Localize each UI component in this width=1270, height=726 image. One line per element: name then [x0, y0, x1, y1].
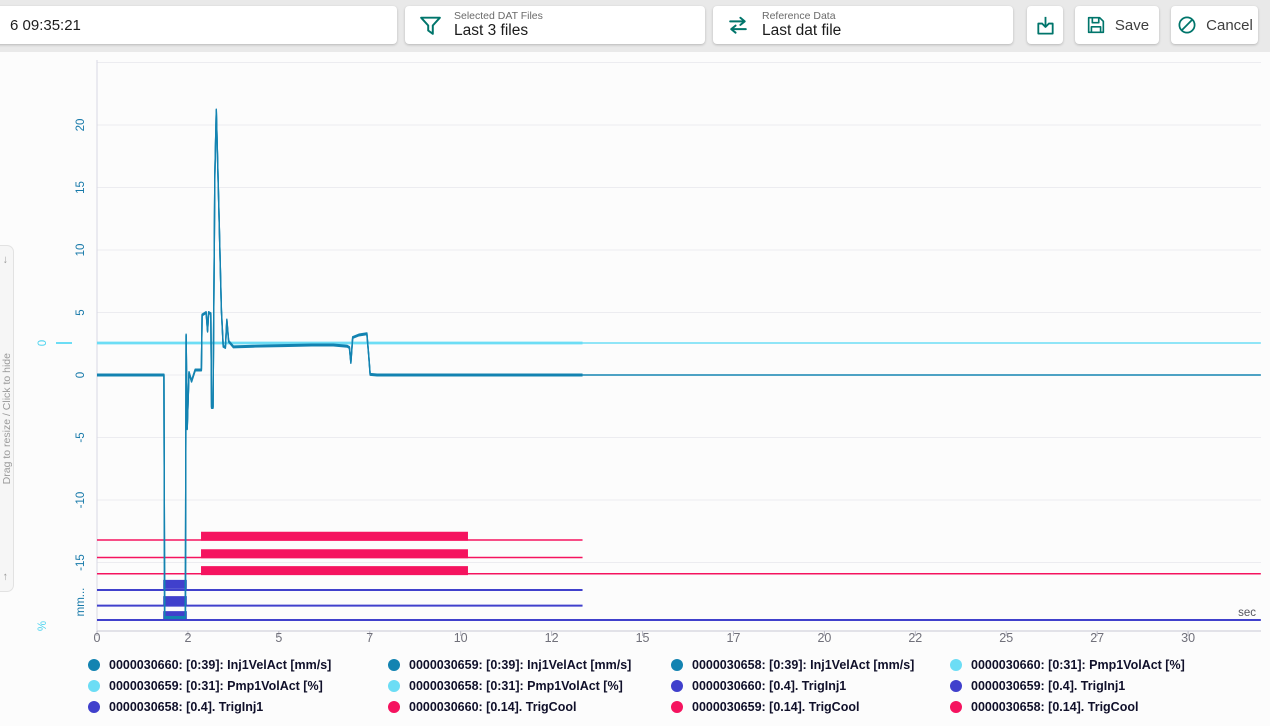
- legend-color-dot: [388, 700, 400, 713]
- legend-item[interactable]: 0000030660: [0:31]: Pmp1VolAct [%]: [950, 654, 1270, 675]
- datetime-value: 6 09:35:21: [10, 16, 81, 34]
- reference-data-value: Last dat file: [762, 22, 842, 40]
- legend-item[interactable]: 0000030660: [0.14]. TrigCool: [388, 696, 671, 717]
- trace-line: [97, 110, 583, 619]
- x-tick-label: 30: [1181, 631, 1195, 645]
- legend-item-label: 0000030659: [0.14]. TrigCool: [692, 699, 860, 714]
- save-button-label: Save: [1114, 16, 1150, 34]
- legend-item-label: 0000030659: [0:31]: Pmp1VolAct [%]: [109, 678, 323, 693]
- legend-item[interactable]: 0000030660: [0.4]. TrigInj1: [671, 675, 950, 696]
- x-tick-label: 20: [817, 631, 831, 645]
- filter-funnel-icon: [418, 13, 443, 38]
- x-axis-unit: sec: [1238, 607, 1256, 619]
- y-tick-label: -5: [75, 432, 87, 442]
- legend-color-dot: [88, 679, 100, 692]
- y-tick-label: 10: [75, 244, 87, 257]
- panel-resize-handle[interactable]: → Drag to resize / Click to hide ←: [0, 245, 14, 592]
- x-tick-label: 15: [636, 631, 650, 645]
- selected-dat-files-selector[interactable]: Selected DAT Files Last 3 files: [405, 6, 705, 44]
- save-button[interactable]: Save: [1075, 6, 1159, 44]
- legend-item[interactable]: 0000030659: [0:39]: Inj1VelAct [mm/s]: [388, 654, 671, 675]
- y-tick-label: 20: [75, 119, 87, 132]
- legend-item[interactable]: 0000030660: [0:39]: Inj1VelAct [mm/s]: [88, 654, 388, 675]
- legend-item-label: 0000030658: [0.14]. TrigCool: [971, 699, 1139, 714]
- legend-item-label: 0000030658: [0.4]. TrigInj1: [109, 699, 264, 714]
- x-tick-label: 12: [545, 631, 559, 645]
- legend-item-label: 0000030659: [0.4]. TrigInj1: [971, 678, 1126, 693]
- y-tick-label: 5: [75, 309, 87, 315]
- legend-item-label: 0000030660: [0:31]: Pmp1VolAct [%]: [971, 657, 1185, 672]
- y-axis-unit-secondary: %: [37, 621, 49, 631]
- legend-color-dot: [671, 658, 683, 671]
- y-tick-label: -15: [75, 554, 87, 571]
- cancel-icon: [1176, 14, 1198, 36]
- legend-item[interactable]: 0000030658: [0:31]: Pmp1VolAct [%]: [388, 675, 671, 696]
- legend-color-dot: [671, 700, 683, 713]
- legend-item-label: 0000030660: [0:39]: Inj1VelAct [mm/s]: [109, 657, 332, 672]
- legend-item[interactable]: 0000030658: [0.14]. TrigCool: [950, 696, 1270, 717]
- x-tick-label: 25: [999, 631, 1013, 645]
- trace-line: [97, 109, 1261, 619]
- x-tick-label: 22: [908, 631, 922, 645]
- legend-color-dot: [88, 658, 100, 671]
- legend-color-dot: [388, 658, 400, 671]
- x-tick-label: 7: [366, 631, 373, 645]
- legend-item[interactable]: 0000030659: [0.14]. TrigCool: [671, 696, 950, 717]
- reference-data-selector[interactable]: Reference Data Last dat file: [713, 6, 1013, 44]
- datetime-field[interactable]: 6 09:35:21: [0, 6, 397, 44]
- x-tick-label: 17: [727, 631, 741, 645]
- x-tick-label: 0: [94, 631, 101, 645]
- legend-item-label: 0000030658: [0:39]: Inj1VelAct [mm/s]: [692, 657, 915, 672]
- legend-item[interactable]: 0000030659: [0.4]. TrigInj1: [950, 675, 1270, 696]
- cancel-button[interactable]: Cancel: [1171, 6, 1258, 44]
- y-tick-label: 0: [75, 372, 87, 378]
- legend: 0000030660: [0:39]: Inj1VelAct [mm/s] 000…: [0, 654, 1270, 717]
- x-tick-label: 2: [184, 631, 191, 645]
- cancel-button-label: Cancel: [1206, 16, 1253, 34]
- legend-item[interactable]: 0000030658: [0:39]: Inj1VelAct [mm/s]: [671, 654, 950, 675]
- legend-color-dot: [388, 679, 400, 692]
- save-floppy-icon: [1085, 14, 1107, 36]
- legend-item-label: 0000030660: [0.14]. TrigCool: [409, 699, 577, 714]
- x-tick-label: 27: [1090, 631, 1104, 645]
- toolbar: 6 09:35:21 Selected DAT Files Last 3 fil…: [0, 0, 1270, 52]
- trace-line: [97, 108, 583, 618]
- timeseries-plot[interactable]: 0 2 5 7 10 12 15 17 20 22 25 27 30sec20151050-5-10-1…: [0, 52, 1270, 652]
- swap-arrows-icon: [726, 13, 751, 38]
- legend-item[interactable]: 0000030659: [0:31]: Pmp1VolAct [%]: [88, 675, 388, 696]
- download-icon: [1034, 14, 1057, 37]
- legend-color-dot: [950, 679, 962, 692]
- legend-color-dot: [950, 700, 962, 713]
- x-tick-label: 10: [454, 631, 468, 645]
- y-axis-unit-primary: mm...: [75, 588, 87, 617]
- y2-tick-label: 0: [37, 340, 49, 346]
- selected-dat-files-label: Selected DAT Files: [454, 9, 543, 22]
- legend-item[interactable]: 0000030658: [0.4]. TrigInj1: [88, 696, 388, 717]
- legend-item-label: 0000030658: [0:31]: Pmp1VolAct [%]: [409, 678, 623, 693]
- y-tick-label: -10: [75, 492, 87, 509]
- legend-item-label: 0000030659: [0:39]: Inj1VelAct [mm/s]: [409, 657, 632, 672]
- reference-data-label: Reference Data: [762, 9, 836, 22]
- legend-color-dot: [88, 700, 100, 713]
- selected-dat-files-value: Last 3 files: [454, 22, 529, 40]
- legend-color-dot: [671, 679, 683, 692]
- legend-item-label: 0000030660: [0.4]. TrigInj1: [692, 678, 847, 693]
- download-button[interactable]: [1027, 6, 1063, 44]
- legend-color-dot: [950, 658, 962, 671]
- y-tick-label: 15: [75, 181, 87, 194]
- x-tick-label: 5: [275, 631, 282, 645]
